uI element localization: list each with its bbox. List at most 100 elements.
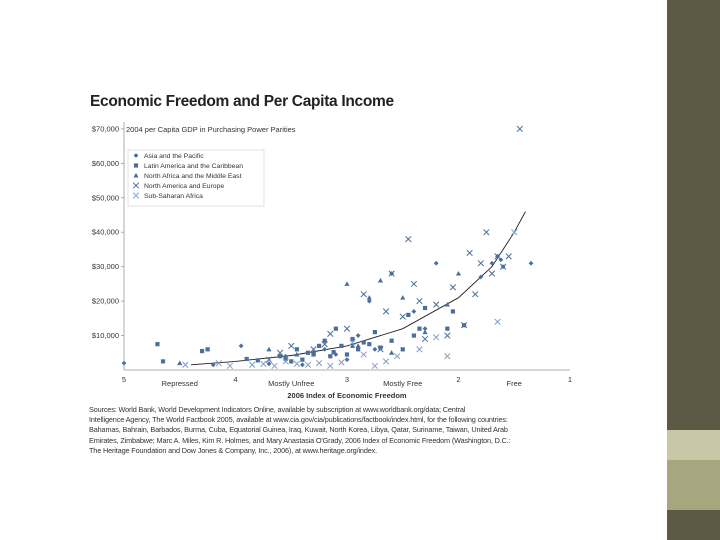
data-point	[460, 322, 468, 329]
data-point	[378, 345, 383, 350]
side-bar-segment-dark	[667, 0, 720, 430]
data-point	[327, 362, 334, 370]
data-point	[293, 360, 300, 367]
data-point	[410, 280, 418, 288]
data-point	[238, 343, 244, 349]
data-point	[366, 295, 372, 300]
data-point	[344, 281, 350, 286]
data-point	[389, 350, 395, 355]
data-point	[321, 341, 328, 348]
data-point	[361, 340, 366, 345]
data-point	[444, 332, 451, 339]
x-axis-label: 2006 Index of Economic Freedom	[287, 391, 407, 400]
data-point	[121, 360, 127, 366]
y-tick-label: $40,000	[92, 228, 119, 237]
source-note: Sources: World Bank, World Development I…	[89, 405, 574, 456]
data-point	[498, 257, 504, 263]
source-note-line: Intelligence Agency, The World Factbook …	[89, 415, 508, 425]
data-point	[328, 354, 333, 359]
data-point	[322, 346, 328, 352]
data-point	[160, 359, 166, 364]
data-point	[372, 330, 377, 335]
data-point	[271, 362, 278, 370]
data-point	[205, 347, 210, 352]
data-point	[294, 351, 300, 357]
data-point	[472, 291, 479, 298]
x-tick-label: 1	[568, 375, 572, 384]
data-point	[266, 346, 272, 352]
data-point	[394, 353, 401, 360]
data-point	[199, 348, 205, 354]
legend-label: Sub-Saharan Africa	[144, 193, 203, 200]
data-point	[433, 260, 439, 266]
data-point	[344, 352, 350, 357]
data-point	[388, 270, 395, 277]
legend-label: North America and Europe	[144, 183, 224, 190]
data-point	[215, 359, 222, 367]
data-point	[466, 249, 473, 257]
legend-marker	[132, 192, 140, 199]
data-point	[289, 359, 294, 364]
y-tick-label: $10,000	[92, 331, 119, 340]
data-point	[294, 347, 299, 352]
data-point	[333, 326, 338, 331]
legend-marker	[133, 163, 139, 168]
data-point	[265, 356, 273, 363]
data-point	[377, 346, 384, 353]
data-point	[405, 235, 412, 243]
data-point	[266, 361, 272, 367]
x-category-label: Repressed	[162, 379, 198, 388]
data-point	[355, 343, 361, 348]
data-point	[444, 301, 450, 307]
legend-box	[127, 149, 265, 207]
data-point	[344, 357, 350, 363]
data-point	[422, 329, 428, 335]
data-point	[349, 343, 356, 348]
legend-marker	[133, 172, 139, 178]
x-category-label: Mostly Free	[383, 379, 422, 388]
side-bar-segment-bottom	[667, 510, 720, 540]
x-tick-label: 4	[233, 375, 237, 384]
data-point	[283, 356, 288, 362]
data-point	[355, 333, 361, 338]
data-point	[260, 360, 267, 367]
data-point	[300, 357, 305, 362]
y-tick-label: $50,000	[92, 193, 119, 202]
data-point	[417, 326, 422, 331]
data-point	[288, 342, 295, 350]
data-point	[528, 260, 534, 266]
data-point	[488, 270, 496, 277]
data-point	[449, 284, 457, 291]
data-point	[343, 325, 351, 332]
data-point	[511, 229, 518, 236]
data-point	[422, 305, 428, 311]
data-point	[244, 356, 249, 362]
legend-label: Asia and the Pacific	[144, 153, 204, 160]
data-point	[350, 336, 355, 342]
data-point	[416, 346, 423, 353]
data-point	[182, 361, 189, 368]
data-point	[478, 274, 484, 280]
data-point	[494, 253, 501, 260]
legend-marker	[133, 153, 139, 158]
chart-title: Economic Freedom and Per Capita Income	[90, 93, 394, 110]
data-point	[516, 125, 523, 133]
source-note-line: The Heritage Foundation and Dow Jones & …	[89, 445, 378, 455]
data-point	[360, 351, 367, 358]
data-point	[382, 358, 390, 365]
data-point	[226, 362, 234, 370]
data-point	[400, 347, 405, 352]
data-point	[377, 277, 384, 283]
data-point	[255, 358, 260, 363]
data-point	[416, 297, 423, 305]
data-point	[382, 308, 390, 315]
data-point	[339, 343, 344, 348]
data-point	[422, 326, 428, 332]
data-point	[372, 346, 378, 352]
data-point	[505, 253, 512, 260]
data-point	[310, 346, 317, 353]
data-point	[433, 301, 440, 308]
y-tick-label: $70,000	[92, 124, 119, 133]
data-point	[338, 359, 345, 366]
